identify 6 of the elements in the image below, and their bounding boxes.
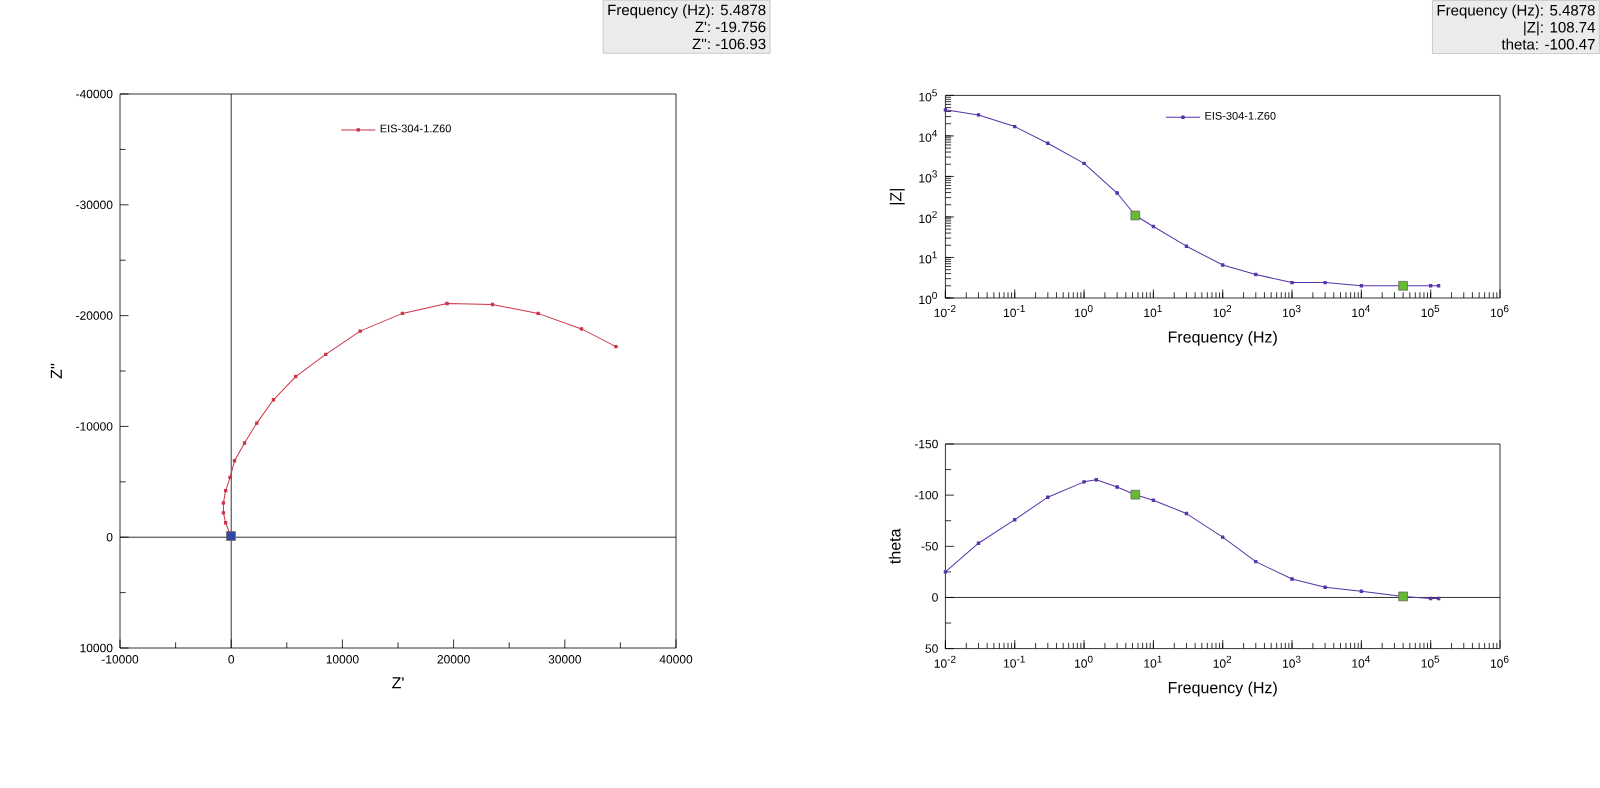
y-axis-title: |Z| [889,189,905,205]
y-axis-title: Z'' [50,363,62,379]
x-axis-title: Frequency (Hz) [1168,330,1277,346]
x-axis-title: Z' [392,677,404,689]
y-axis-title: theta [888,528,901,564]
x-axis-title: Frequency (Hz) [1168,681,1277,697]
